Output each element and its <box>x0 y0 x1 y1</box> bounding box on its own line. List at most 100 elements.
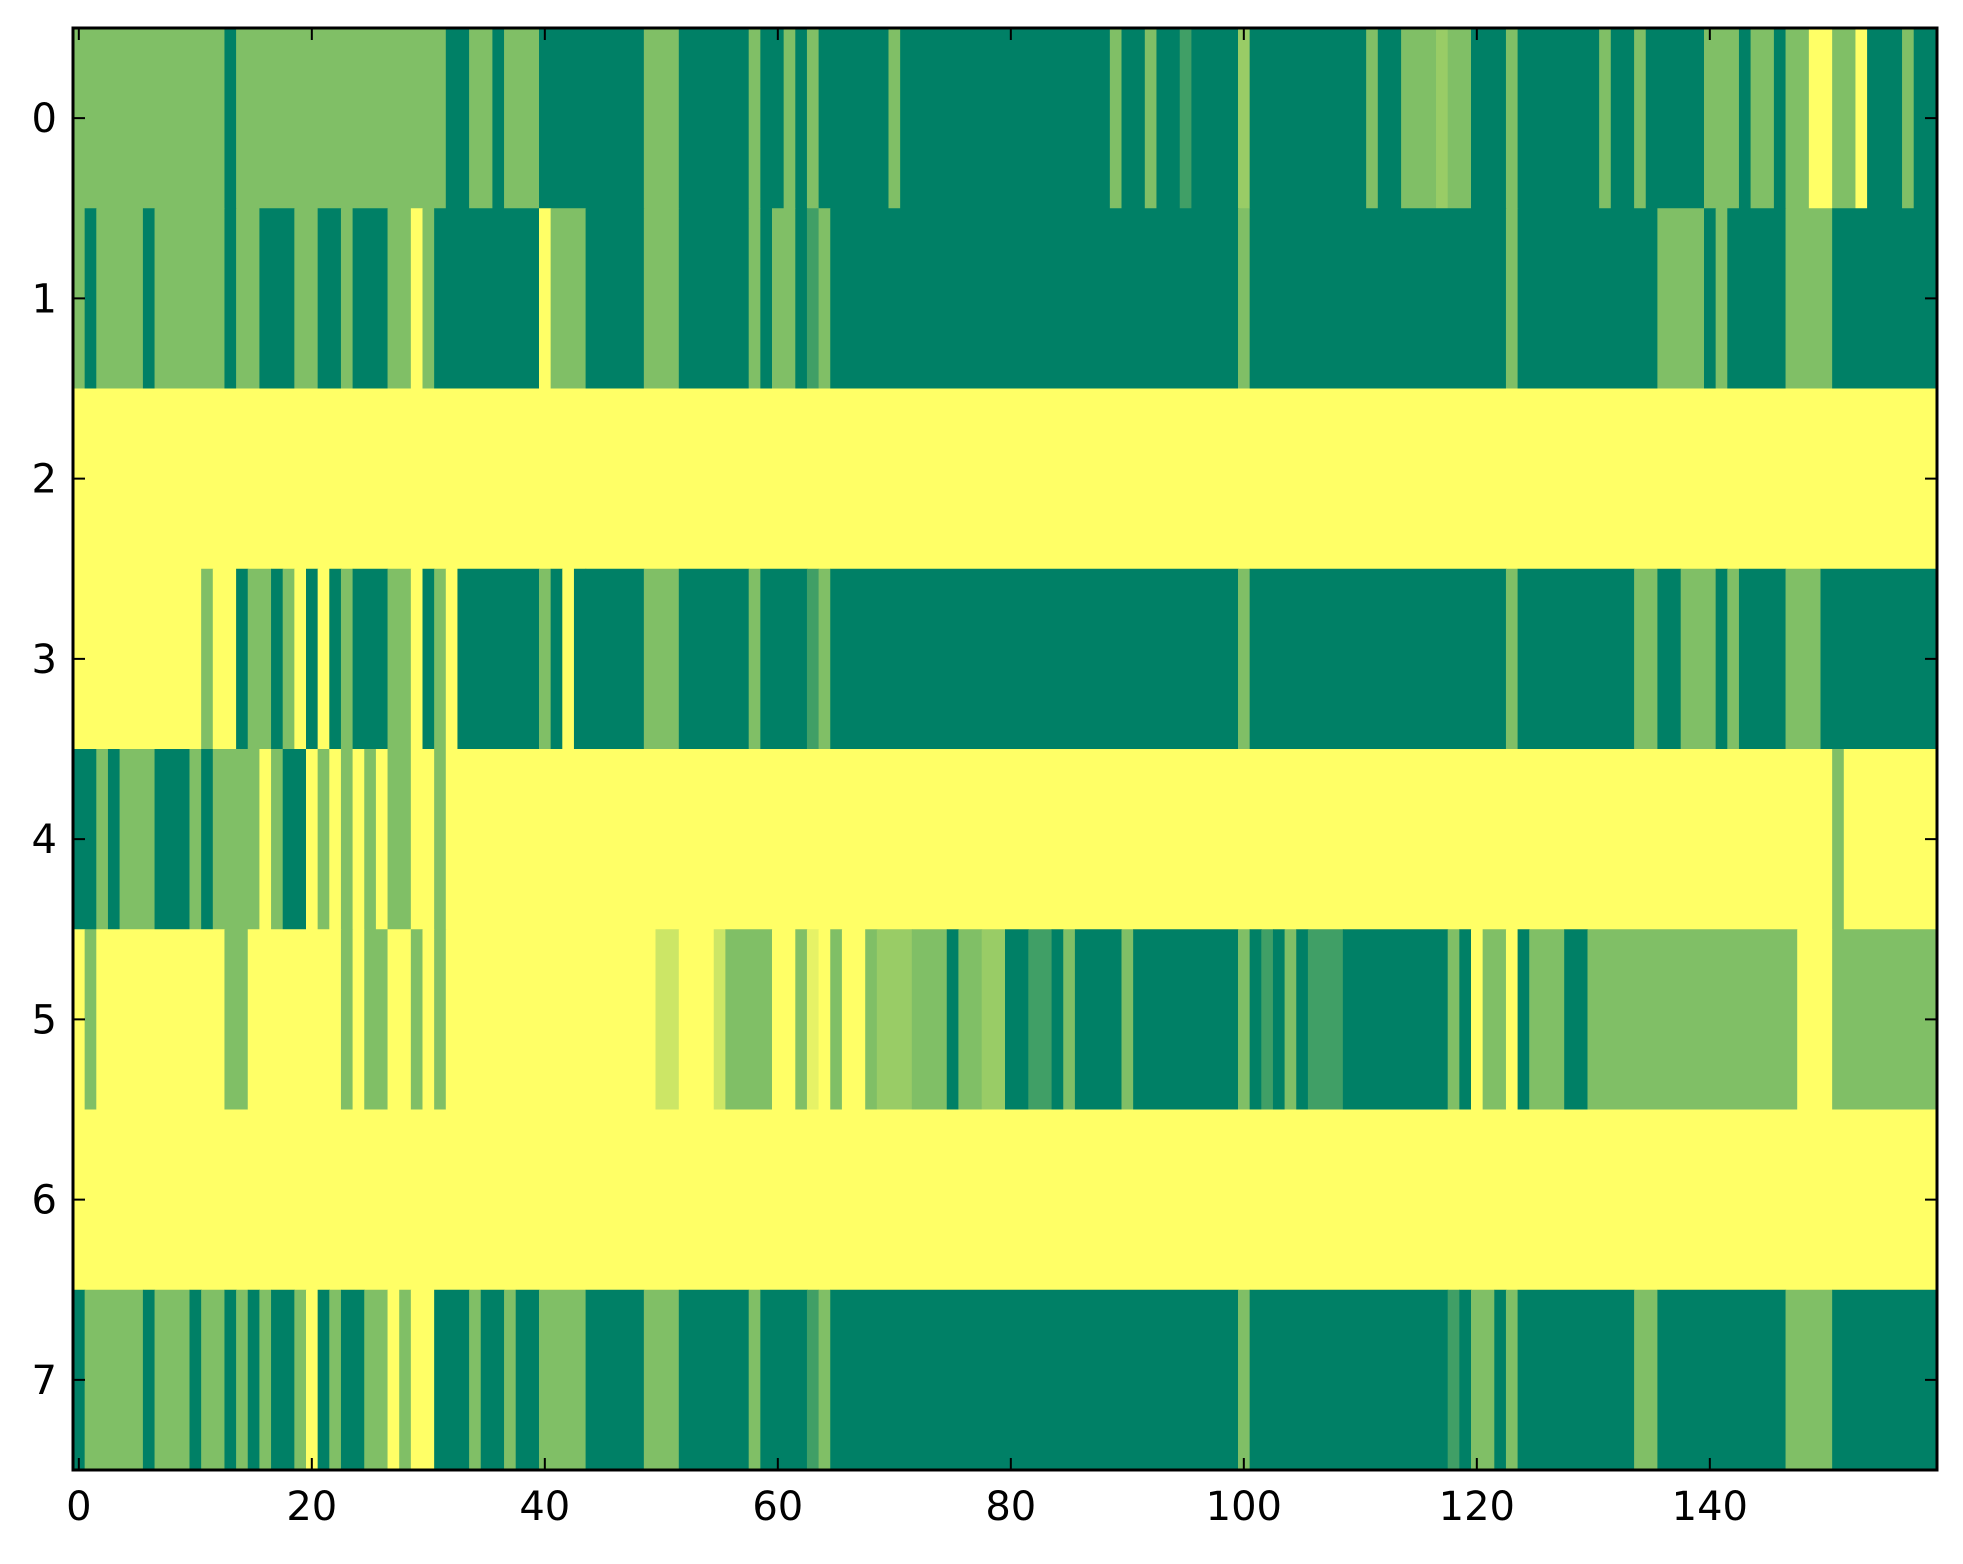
x-axis-ticks: 0 20 40 60 80 100 120 140 <box>66 28 1748 1530</box>
heatmap-cell <box>224 929 249 1111</box>
heatmap-cell <box>585 1289 645 1471</box>
heatmap-cell <box>515 1289 540 1471</box>
heatmap-cell <box>1296 929 1309 1111</box>
heatmap-cell <box>294 568 307 750</box>
heatmap-cell <box>1634 1289 1658 1471</box>
heatmap-cell <box>73 28 226 209</box>
heatmap-cell <box>154 208 226 390</box>
heatmap-cell <box>958 929 983 1111</box>
heatmap-cell <box>748 1289 761 1471</box>
heatmap-cell <box>1704 28 1740 209</box>
heatmap-cell <box>1051 929 1064 1111</box>
heatmap-cell <box>748 568 761 750</box>
heatmap-cell <box>247 929 342 1111</box>
heatmap-cell <box>142 208 156 390</box>
heatmap-cell <box>1902 28 1915 209</box>
heatmap-cell <box>73 388 1938 570</box>
heatmap-cell <box>364 749 377 930</box>
heatmap-cell <box>1249 208 1507 390</box>
heatmap-cell <box>643 28 680 209</box>
heatmap-cell <box>678 28 750 209</box>
heatmap-cell <box>236 208 260 390</box>
heatmap-cell <box>107 749 121 930</box>
heatmap-cell <box>422 929 435 1111</box>
heatmap-cell <box>888 28 901 209</box>
heatmap-cell <box>1261 929 1274 1111</box>
heatmap-cell <box>678 1289 750 1471</box>
heatmap-cell <box>1505 568 1519 750</box>
y-tick-label: 6 <box>32 1178 57 1224</box>
heatmap-cell <box>1564 929 1589 1111</box>
heatmap-cell <box>504 1289 517 1471</box>
heatmap-cell <box>806 929 820 1111</box>
heatmap-cell <box>340 749 354 930</box>
heatmap-cell <box>1238 208 1251 390</box>
heatmap-cell <box>1727 568 1740 750</box>
y-tick-label: 3 <box>32 637 57 683</box>
heatmap-cell <box>562 568 575 750</box>
heatmap-cell <box>818 28 890 209</box>
heatmap-cell <box>422 568 435 750</box>
heatmap-cell <box>1832 749 1845 930</box>
heatmap-cell <box>142 1289 156 1471</box>
heatmap-cell <box>410 1289 435 1471</box>
heatmap-cell <box>224 28 237 209</box>
heatmap-cell <box>748 208 761 390</box>
heatmap-cell <box>1657 568 1682 750</box>
heatmap-cell <box>1156 28 1181 209</box>
heatmap-cell <box>247 568 272 750</box>
heatmap-cell <box>410 749 435 930</box>
x-tick-label: 60 <box>752 1484 803 1530</box>
heatmap-cell <box>306 1289 319 1471</box>
heatmap-cell <box>981 929 1006 1111</box>
heatmap-cell <box>306 568 319 750</box>
heatmap-cell <box>434 1289 470 1471</box>
heatmap-cell <box>154 1289 191 1471</box>
heatmap-cell <box>212 749 260 930</box>
heatmap-cell <box>154 749 191 930</box>
heatmap-cell <box>294 1289 307 1471</box>
heatmap-cell <box>329 568 342 750</box>
heatmap-cell <box>806 28 820 209</box>
heatmap-cell <box>1680 568 1717 750</box>
heatmap-cell <box>1272 929 1286 1111</box>
heatmap-cell <box>1249 929 1262 1111</box>
heatmap-cell <box>96 208 144 390</box>
heatmap-cell <box>1634 28 1647 209</box>
heatmap-cell <box>1715 208 1728 390</box>
heatmap-cell <box>317 568 330 750</box>
heatmap-cell <box>434 208 540 390</box>
heatmap-cell <box>73 568 202 750</box>
heatmap-cell <box>1471 1289 1495 1471</box>
heatmap-cell <box>1249 28 1367 209</box>
heatmap-cell <box>387 1289 400 1471</box>
heatmap-cell <box>224 1289 237 1471</box>
heatmap-cell <box>1785 208 1833 390</box>
heatmap-cell <box>119 749 156 930</box>
heatmap-cell <box>329 1289 342 1471</box>
heatmap-cell <box>1447 1289 1460 1471</box>
heatmap-cell <box>1645 28 1705 209</box>
heatmap-cell <box>434 929 447 1111</box>
heatmap-cell <box>1599 28 1612 209</box>
heatmap-cell <box>1121 28 1146 209</box>
heatmap-cell <box>1855 28 1868 209</box>
heatmap-cell <box>1144 28 1158 209</box>
heatmap-cell <box>795 28 808 209</box>
heatmap-cell <box>1133 929 1239 1111</box>
heatmap-cell <box>224 208 237 390</box>
heatmap-cell <box>1517 28 1600 209</box>
heatmap-cell <box>1773 28 1787 209</box>
heatmap-cell <box>1785 568 1822 750</box>
y-tick-label: 1 <box>32 276 57 322</box>
heatmap-cell <box>352 929 365 1111</box>
heatmap-cell <box>1471 929 1484 1111</box>
heatmap-cell <box>1785 28 1810 209</box>
heatmap-cell <box>236 28 447 209</box>
heatmap-cell <box>340 929 354 1111</box>
heatmap-cell <box>1867 28 1903 209</box>
heatmap-cell <box>201 568 214 750</box>
heatmap-cell <box>760 1289 808 1471</box>
heatmap-cell <box>236 568 249 750</box>
